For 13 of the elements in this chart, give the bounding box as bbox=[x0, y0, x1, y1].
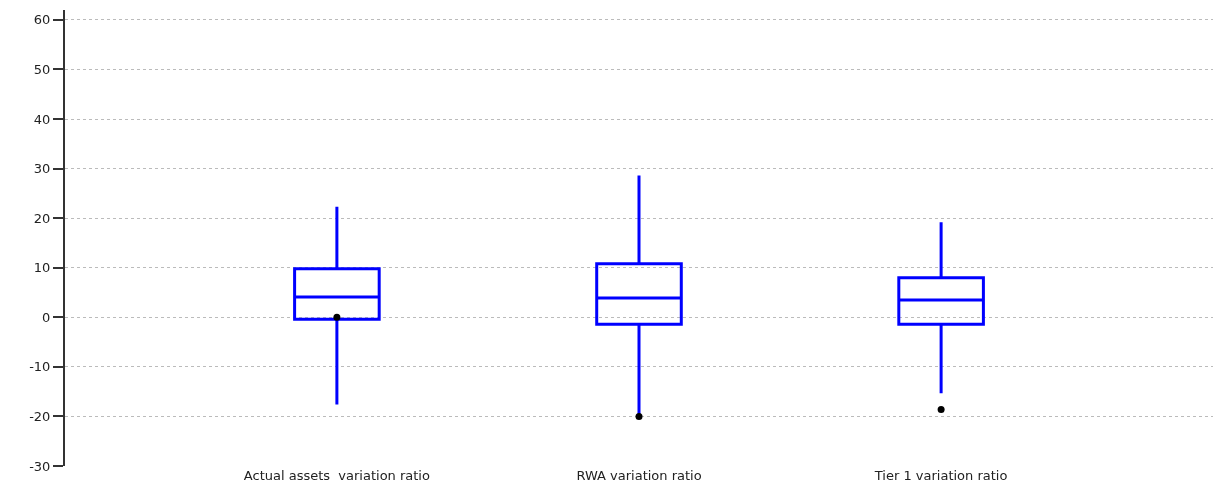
y-tick-label: -30 bbox=[29, 458, 51, 474]
x-tick-label: Actual assets variation ratio bbox=[243, 468, 430, 483]
y-tick-label: 0 bbox=[42, 309, 51, 325]
y-tick-label: 10 bbox=[33, 260, 51, 276]
y-tick-label: -10 bbox=[29, 359, 51, 375]
y-tick-label: -20 bbox=[29, 408, 51, 424]
y-tick-label: 20 bbox=[33, 210, 51, 226]
y-tick-label: 50 bbox=[33, 62, 51, 78]
y-tick-label: 40 bbox=[33, 111, 51, 127]
y-tick-label: 60 bbox=[33, 12, 51, 28]
x-tick-label: RWA variation ratio bbox=[576, 468, 702, 483]
x-tick-label: Tier 1 variation ratio bbox=[873, 468, 1008, 483]
y-tick-label: 30 bbox=[33, 161, 51, 177]
